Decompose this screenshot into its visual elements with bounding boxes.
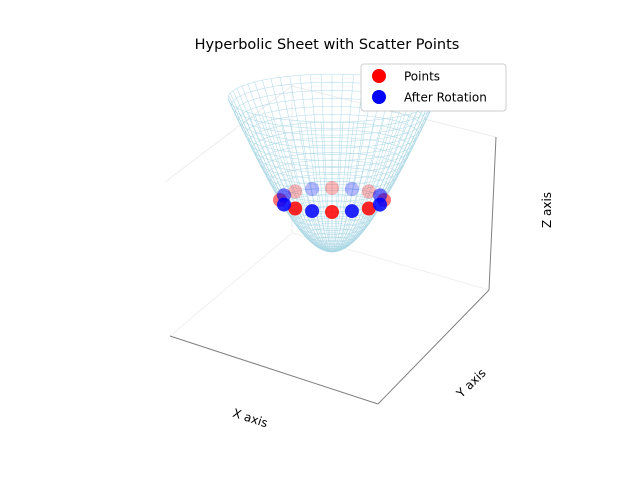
after-rotation-marker [344,204,359,219]
points-marker [361,201,376,216]
points-marker [288,184,303,199]
wireframe-meridian [320,74,333,252]
wireframe-meridian [279,77,333,252]
z-axis-label: Z axis [540,192,554,228]
wireframe-meridian [270,78,333,252]
points-marker [288,201,303,216]
scatter-markers [273,181,391,219]
after-rotation-marker [305,181,320,196]
after-rotation-marker [277,188,291,203]
wireframe-meridian [299,75,333,252]
wireframe-meridian [254,81,333,252]
after-rotation-marker [373,188,387,203]
wireframe-meridian [331,78,394,252]
x-axis-line [169,335,379,405]
legend-label-points: Points [404,70,440,84]
points-marker [325,205,339,219]
wireframe-meridian [331,74,354,252]
axis-lines [169,136,497,405]
wireframe-meridian [331,80,402,252]
y-axis-line [377,289,490,405]
hyperbolic-sheet-wireframe [227,73,437,253]
wireframe-meridian [331,75,365,252]
floor-left-edge [169,232,293,337]
legend-swatch-after-rotation [372,90,386,104]
wireframe-meridian [331,74,344,252]
after-rotation-marker [344,181,359,196]
wireframe-meridian [331,81,410,252]
points-marker [325,181,339,195]
wireframe-meridian [331,77,385,252]
legend-frame [360,63,507,112]
z-axis-line [488,136,497,291]
floor-back-edge [291,232,490,291]
wireframe-meridian [331,76,375,252]
legend: Points After Rotation [360,63,507,112]
chart-title: Hyperbolic Sheet with Scatter Points [195,37,460,53]
legend-swatch-points [372,69,386,83]
legend-label-after-rotation: After Rotation [404,91,487,105]
wireframe-meridian [289,76,333,252]
wireframe-meridian [262,80,333,252]
after-rotation-marker [305,204,320,219]
points-marker [361,184,376,199]
wireframe-meridian [310,74,333,252]
